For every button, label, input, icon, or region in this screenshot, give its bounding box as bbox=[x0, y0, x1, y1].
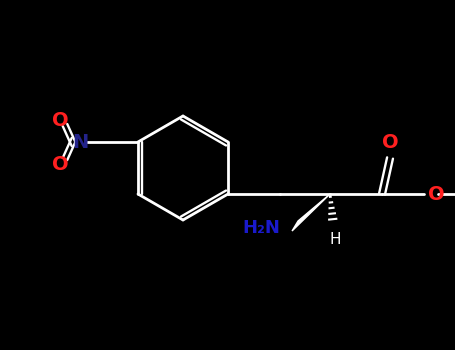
Text: N: N bbox=[72, 133, 88, 152]
Polygon shape bbox=[292, 194, 330, 231]
Text: O: O bbox=[382, 133, 398, 152]
Text: O: O bbox=[52, 154, 68, 174]
Text: O: O bbox=[52, 111, 68, 130]
Text: O: O bbox=[428, 184, 445, 203]
Text: H₂N: H₂N bbox=[242, 219, 280, 237]
Text: H: H bbox=[329, 232, 341, 247]
